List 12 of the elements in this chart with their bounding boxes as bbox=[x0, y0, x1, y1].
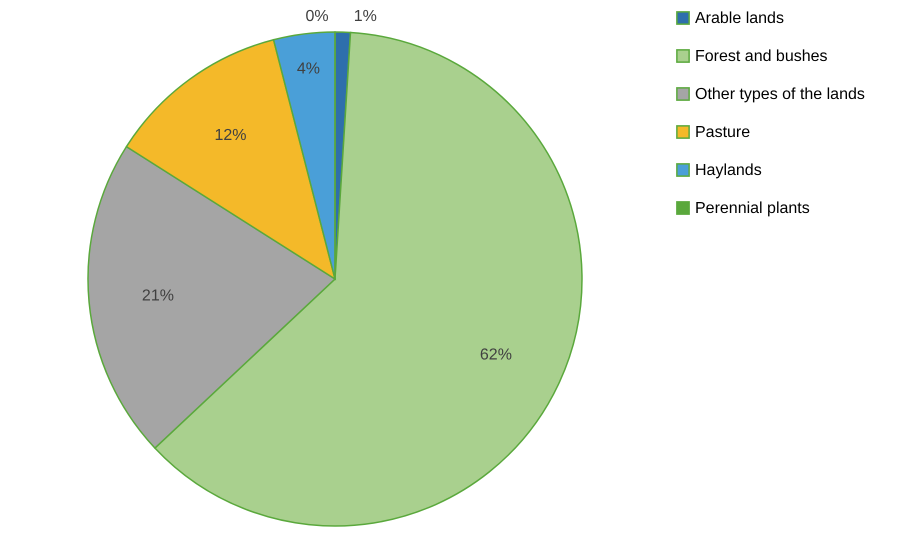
data-label: 12% bbox=[214, 127, 246, 144]
data-label: 1% bbox=[354, 8, 377, 26]
text: 0% bbox=[305, 8, 329, 25]
legend-label: Arable lands bbox=[695, 10, 784, 27]
data-label: 21% bbox=[142, 288, 174, 305]
legend-label: Other types of the lands bbox=[695, 86, 865, 103]
legend-label: Pasture bbox=[695, 124, 750, 141]
data-label: 4% bbox=[296, 60, 320, 78]
legend-label: Forest and bushes bbox=[695, 48, 828, 65]
legend-label: Perennial plants bbox=[695, 200, 810, 217]
data-label: 62% bbox=[480, 346, 512, 364]
legend-label: Haylands bbox=[695, 162, 762, 179]
